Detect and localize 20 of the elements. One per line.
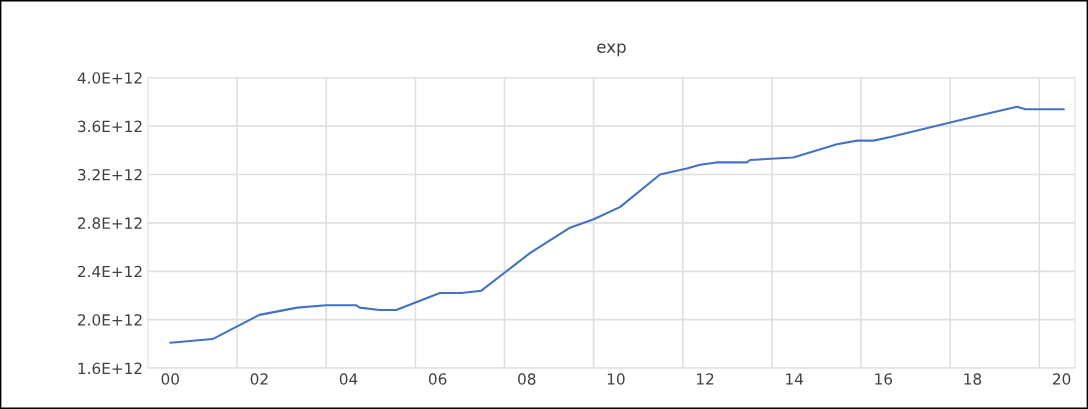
x-tick-label: 06: [428, 373, 447, 385]
x-tick-label: 10: [607, 373, 625, 385]
chart-title: exp: [597, 43, 626, 57]
x-tick-label: 16: [875, 373, 893, 385]
x-tick-label: 12: [697, 373, 714, 385]
y-tick-label: 2.8E+12: [78, 217, 142, 229]
x-tick-label: 02: [250, 373, 268, 385]
y-tick-label: 2.0E+12: [78, 314, 142, 326]
y-tick-label: 4.0E+12: [77, 72, 142, 84]
y-tick-label: 1.6E+12: [78, 362, 142, 375]
x-tick-label: 08: [518, 373, 536, 385]
x-tick-label: 00: [161, 373, 179, 385]
y-tick-label: 2.4E+12: [78, 265, 142, 278]
x-tick-label: 18: [964, 373, 982, 385]
x-tick-label: 20: [1052, 373, 1071, 385]
line-series: [169, 105, 1065, 344]
y-tick-label: 3.2E+12: [78, 168, 142, 181]
x-tick-label: 14: [786, 373, 804, 385]
x-tick-label: 04: [339, 373, 358, 385]
y-tick-label: 3.6E+12: [78, 120, 142, 133]
